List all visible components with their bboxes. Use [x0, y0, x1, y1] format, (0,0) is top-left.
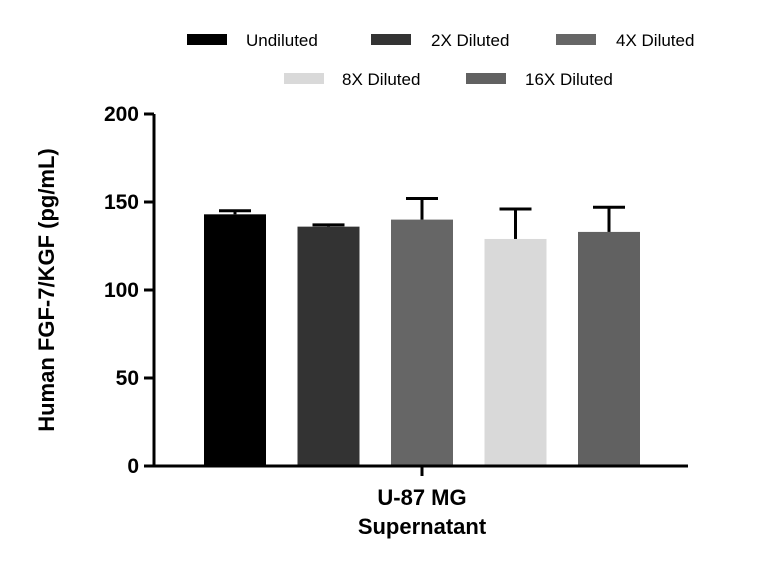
x-axis-title-line-2: Supernatant [358, 514, 487, 539]
legend-label: 2X Diluted [431, 31, 509, 50]
y-tick-label: 200 [104, 103, 139, 126]
y-axis-title: Human FGF-7/KGF (pg/mL) [34, 148, 59, 432]
bars [204, 196, 640, 466]
bar [204, 214, 266, 466]
x-axis: U-87 MG Supernatant [154, 464, 688, 539]
legend-swatch [284, 73, 324, 84]
bar [578, 231, 640, 466]
legend-label: Undiluted [246, 31, 318, 50]
y-tick-label: 150 [104, 191, 139, 214]
y-axis: 0 50 100 150 200 [104, 103, 156, 478]
bar [484, 238, 547, 466]
legend-swatch [187, 34, 227, 45]
x-axis-title-line-1: U-87 MG [377, 485, 466, 510]
bar [391, 219, 453, 466]
legend-swatch [556, 34, 596, 45]
legend-swatch [371, 34, 411, 45]
legend: Undiluted 2X Diluted 4X Diluted 8X Diluted 1… [187, 31, 694, 89]
bar [297, 226, 360, 466]
y-tick-label: 50 [116, 367, 139, 390]
y-tick-label: 0 [127, 455, 139, 478]
legend-label: 4X Diluted [616, 31, 694, 50]
legend-label: 8X Diluted [342, 70, 420, 89]
y-tick-label: 100 [104, 279, 139, 302]
legend-swatch [466, 73, 506, 84]
legend-label: 16X Diluted [525, 70, 613, 89]
